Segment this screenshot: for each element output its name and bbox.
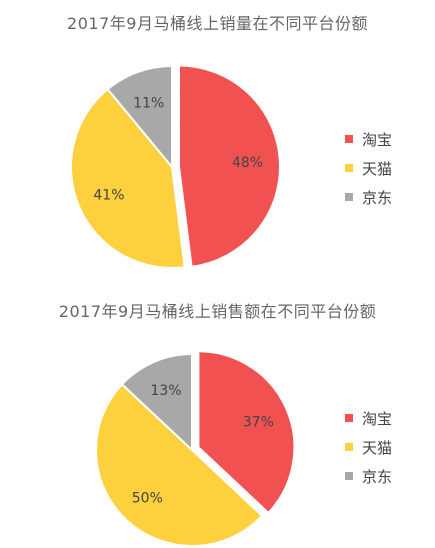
legend-label: 天猫 [362,160,392,178]
chart-title: 2017年9月马桶线上销售额在不同平台份额 [58,302,377,321]
chart-sales-volume: 2017年9月马桶线上销量在不同平台份额 48% 淘宝 41% 天猫 11% 京东 [67,14,392,269]
chart-title: 2017年9月马桶线上销量在不同平台份额 [67,14,368,33]
slice-value-label: 37% [243,414,274,430]
pie-slice-京东 [120,352,193,453]
legend-label: 淘宝 [362,410,392,428]
pie-slice-淘宝 [177,64,281,268]
pie-slice-淘宝 [197,350,296,515]
slice-value-label: 11% [133,95,164,111]
legend-swatch [345,193,353,201]
slice-value-label: 50% [132,491,163,507]
pie-slice-京东 [106,64,173,170]
legend-label: 淘宝 [362,131,392,149]
legend-swatch [345,164,353,172]
slice-value-label: 41% [93,187,124,203]
legend-swatch [345,443,353,451]
pie-chart: 37% 淘宝 50% 天猫 13% 京东 [95,350,392,547]
legend-label: 京东 [362,468,392,486]
legend-swatch [345,472,353,480]
slice-value-label: 48% [232,155,263,171]
slice-value-label: 13% [151,383,182,399]
legend-swatch [345,135,353,143]
legend-swatch [345,414,353,422]
legend-label: 京东 [362,189,392,207]
pie-chart: 48% 淘宝 41% 天猫 11% 京东 [70,64,392,269]
pie-slice-天猫 [70,87,186,269]
pie-slice-天猫 [95,382,264,547]
chart-sales-revenue: 2017年9月马桶线上销售额在不同平台份额 37% 淘宝 50% 天猫 13% 京东 [0,280,435,548]
legend-label: 天猫 [362,439,392,457]
